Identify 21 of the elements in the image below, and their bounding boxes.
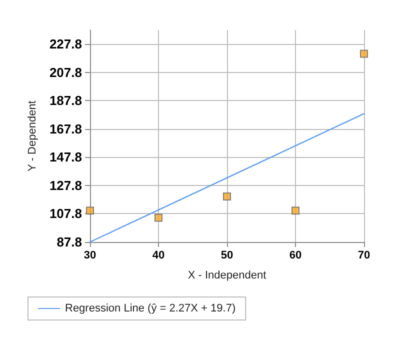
- x-tick-label: 50: [220, 250, 234, 262]
- x-axis-title: X - Independent: [188, 270, 266, 282]
- point: [292, 206, 300, 215]
- y-axis-title: Y - Dependent: [26, 100, 38, 172]
- y-tick-label: 227.8: [49, 36, 82, 52]
- y-tick-label: 207.8: [49, 64, 82, 80]
- point: [360, 50, 368, 58]
- y-tick-label: 87.8: [56, 234, 82, 250]
- point: [223, 192, 231, 200]
- y-tick-label: 127.8: [49, 178, 82, 193]
- point: [154, 214, 162, 222]
- x-tick-label: 60: [289, 250, 302, 262]
- y-tick-label: 167.8: [49, 121, 82, 136]
- y-tick-label: 107.8: [49, 206, 82, 222]
- x-tick-label: 30: [84, 250, 96, 262]
- x-tick-label: 40: [152, 250, 165, 262]
- legend-label: Regression Line (ŷ = 2.27X + 19.7): [65, 302, 236, 314]
- y-tick-label: 187.8: [49, 93, 82, 108]
- point: [86, 206, 94, 215]
- x-tick-label: 70: [358, 250, 370, 262]
- y-tick-label: 147.8: [49, 150, 82, 165]
